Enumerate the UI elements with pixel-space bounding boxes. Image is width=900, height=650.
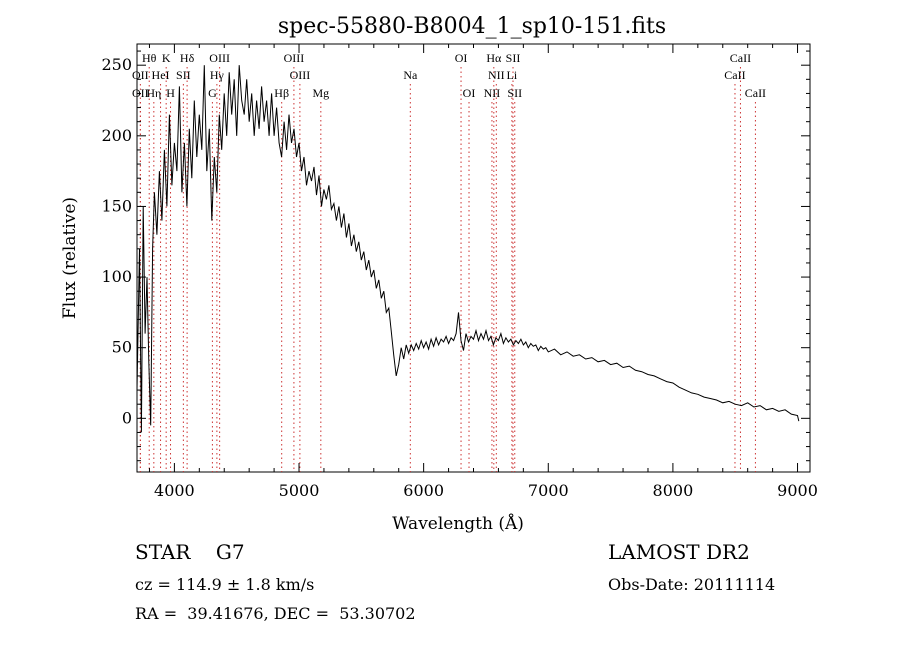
line-label: Hγ — [210, 68, 225, 82]
line-label: Li — [507, 68, 518, 82]
line-label: G — [208, 86, 217, 100]
line-label: SII — [176, 68, 191, 82]
line-label: SII — [506, 51, 521, 65]
object-class: STAR G7 — [135, 540, 245, 564]
y-tick-label: 150 — [101, 196, 132, 215]
line-label: HeI — [152, 68, 170, 82]
line-label: CaII — [745, 86, 766, 100]
line-label: OIII — [209, 51, 230, 65]
axes: 4000 5000 6000 7000 8000 9000 0 50 100 150 200 250 — [101, 44, 818, 500]
line-labels: Hθ K Hδ OIII OIII OI Hα SII CaII OII HeI SII Hγ OIII N… — [132, 51, 766, 100]
line-label: K — [162, 51, 171, 65]
y-tick-label: 0 — [122, 408, 132, 427]
line-label: Mg — [312, 86, 329, 100]
obs-date-text: Obs-Date: 20111114 — [608, 575, 776, 594]
survey-label: LAMOST DR2 — [608, 540, 750, 564]
line-label: Hη — [146, 86, 161, 100]
x-tick-label: 9000 — [777, 481, 818, 500]
y-axis-label: Flux (relative) — [60, 197, 80, 319]
line-label: H — [166, 86, 175, 100]
chart-title: spec-55880-B8004_1_sp10-151.fits — [278, 14, 666, 39]
line-label: SII — [507, 86, 522, 100]
spectrum-line — [136, 65, 800, 433]
line-label: Hδ — [180, 51, 195, 65]
line-label: OI — [463, 86, 476, 100]
ra-dec-text: RA = 39.41676, DEC = 53.30702 — [135, 604, 416, 623]
line-label: NII — [488, 68, 505, 82]
y-tick-label: 250 — [101, 55, 132, 74]
line-label: Hθ — [142, 51, 157, 65]
line-label: CaII — [724, 68, 745, 82]
line-label: OIII — [284, 51, 305, 65]
redshift-text: cz = 114.9 ± 1.8 km/s — [135, 575, 315, 594]
y-tick-label: 100 — [101, 267, 132, 286]
x-tick-label: 4000 — [154, 481, 195, 500]
line-label: Hβ — [274, 86, 289, 100]
line-markers — [139, 67, 756, 472]
x-tick-label: 7000 — [528, 481, 569, 500]
line-label: OIII — [290, 68, 311, 82]
x-tick-label: 5000 — [279, 481, 320, 500]
line-label: CaII — [730, 51, 751, 65]
x-tick-label: 6000 — [403, 481, 444, 500]
line-label: OII — [132, 68, 149, 82]
line-label: OI — [455, 51, 468, 65]
y-tick-label: 200 — [101, 126, 132, 145]
line-label: Na — [403, 68, 418, 82]
line-label: NII — [484, 86, 501, 100]
x-axis-label: Wavelength (Å) — [392, 513, 524, 534]
y-tick-label: 50 — [112, 338, 132, 357]
line-label: Hα — [486, 51, 502, 65]
x-tick-label: 8000 — [653, 481, 694, 500]
